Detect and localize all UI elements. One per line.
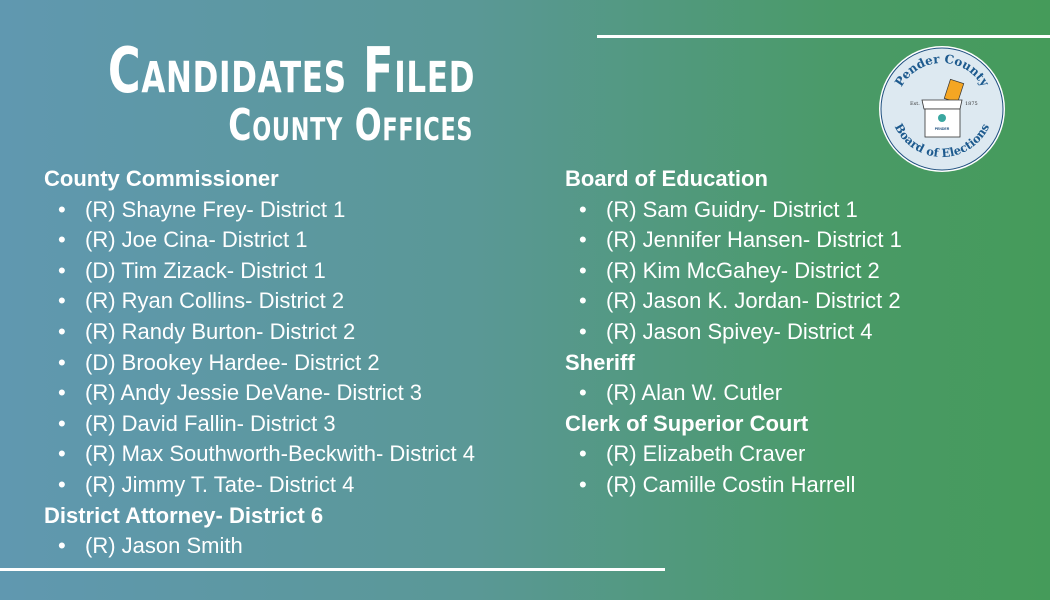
section-title: Clerk of Superior Court xyxy=(565,410,809,436)
candidate-name: (R) Andy Jessie DeVane- District 3 xyxy=(85,380,423,406)
candidate-list-item: • (R) Randy Burton- District 2 xyxy=(44,317,475,348)
candidate-list-item: • (R) Max Southworth-Beckwith- District 4 xyxy=(44,439,475,470)
section-header: Sheriff xyxy=(565,348,902,379)
candidate-list-item: • (R) Shayne Frey- District 1 xyxy=(44,195,475,226)
candidate-list-item: • (R) Jimmy T. Tate- District 4 xyxy=(44,470,475,501)
section-title: Sheriff xyxy=(565,349,635,375)
candidate-list-item: • (R) Elizabeth Craver xyxy=(565,439,902,470)
bullet-icon: • xyxy=(579,380,587,406)
candidate-list-item: • (R) Jennifer Hansen- District 1 xyxy=(565,225,902,256)
candidate-list-item: • (R) Jason Smith xyxy=(44,531,475,562)
candidate-name: (D) Tim Zizack- District 1 xyxy=(85,257,326,283)
candidate-name: (R) Kim McGahey- District 2 xyxy=(606,257,880,283)
candidate-list-item: • (R) David Fallin- District 3 xyxy=(44,409,475,440)
candidate-name: (R) Jason K. Jordan- District 2 xyxy=(606,288,901,314)
candidate-name: (R) Jason Spivey- District 4 xyxy=(606,318,873,344)
section-header: District Attorney- District 6 xyxy=(44,501,475,532)
bullet-icon: • xyxy=(58,288,66,314)
candidate-name: (R) Camille Costin Harrell xyxy=(606,471,856,497)
section-title: County Commissioner xyxy=(44,166,279,191)
candidate-list-item: • (R) Joe Cina- District 1 xyxy=(44,225,475,256)
candidate-name: (R) Sam Guidry- District 1 xyxy=(606,196,858,222)
top-divider xyxy=(597,35,1050,38)
candidate-name: (R) Max Southworth-Beckwith- District 4 xyxy=(85,441,475,467)
logo-est-text: Est. xyxy=(910,101,920,107)
section-header: Clerk of Superior Court xyxy=(565,409,902,440)
bullet-icon: • xyxy=(579,288,587,314)
candidate-name: (R) Alan W. Cutler xyxy=(606,380,783,406)
bullet-icon: • xyxy=(579,257,587,283)
bullet-icon: • xyxy=(58,227,66,253)
left-column: County Commissioner • (R) Shayne Frey- Dis… xyxy=(44,164,475,562)
candidate-list-item: • (R) Kim McGahey- District 2 xyxy=(565,256,902,287)
candidate-list-item: • (R) Ryan Collins- District 2 xyxy=(44,286,475,317)
candidate-name: (R) Ryan Collins- District 2 xyxy=(85,288,345,314)
section-header: Board of Education xyxy=(565,164,902,195)
bullet-icon: • xyxy=(58,196,66,222)
candidate-list-item: • (D) Tim Zizack- District 1 xyxy=(44,256,475,287)
candidate-name: (R) Elizabeth Craver xyxy=(606,441,806,467)
bullet-icon: • xyxy=(579,441,587,467)
pender-county-board-of-elections-logo: Pender County Board of Elections Est. 18… xyxy=(879,46,1005,172)
bullet-icon: • xyxy=(579,318,587,344)
bullet-icon: • xyxy=(58,533,66,559)
right-column: Board of Education • (R) Sam Guidry- Distr… xyxy=(565,164,902,501)
candidate-list-item: • (R) Jason Spivey- District 4 xyxy=(565,317,902,348)
candidate-name: (R) Jason Smith xyxy=(85,533,243,559)
bullet-icon: • xyxy=(579,471,587,497)
bullet-icon: • xyxy=(58,410,66,436)
logo-yr-text: 1875 xyxy=(965,101,978,107)
candidate-name: (R) Jimmy T. Tate- District 4 xyxy=(85,471,355,497)
candidate-name: (R) Shayne Frey- District 1 xyxy=(85,196,346,222)
candidate-list-item: • (R) Andy Jessie DeVane- District 3 xyxy=(44,378,475,409)
candidate-name: (R) David Fallin- District 3 xyxy=(85,410,336,436)
candidate-list-item: • (R) Jason K. Jordan- District 2 xyxy=(565,286,902,317)
candidate-name: (R) Joe Cina- District 1 xyxy=(85,227,308,253)
bullet-icon: • xyxy=(58,380,66,406)
bullet-icon: • xyxy=(58,349,66,375)
page-subtitle: County Offices xyxy=(228,100,473,151)
candidate-list-item: • (R) Alan W. Cutler xyxy=(565,378,902,409)
section-title: Board of Education xyxy=(565,166,768,191)
candidate-name: (D) Brookey Hardee- District 2 xyxy=(85,349,380,375)
page-title: Candidates Filed xyxy=(107,34,475,107)
candidate-list-item: • (D) Brookey Hardee- District 2 xyxy=(44,348,475,379)
logo-box-text: PENDER xyxy=(935,127,950,131)
candidate-list-item: • (R) Sam Guidry- District 1 xyxy=(565,195,902,226)
bullet-icon: • xyxy=(58,441,66,467)
candidate-name: (R) Randy Burton- District 2 xyxy=(85,318,356,344)
bottom-divider xyxy=(0,568,665,571)
bullet-icon: • xyxy=(58,257,66,283)
bullet-icon: • xyxy=(579,227,587,253)
candidate-name: (R) Jennifer Hansen- District 1 xyxy=(606,227,902,253)
candidate-list-item: • (R) Camille Costin Harrell xyxy=(565,470,902,501)
bullet-icon: • xyxy=(579,196,587,222)
bullet-icon: • xyxy=(58,318,66,344)
bullet-icon: • xyxy=(58,471,66,497)
section-header: County Commissioner xyxy=(44,164,475,195)
section-title: District Attorney- District 6 xyxy=(44,502,324,528)
